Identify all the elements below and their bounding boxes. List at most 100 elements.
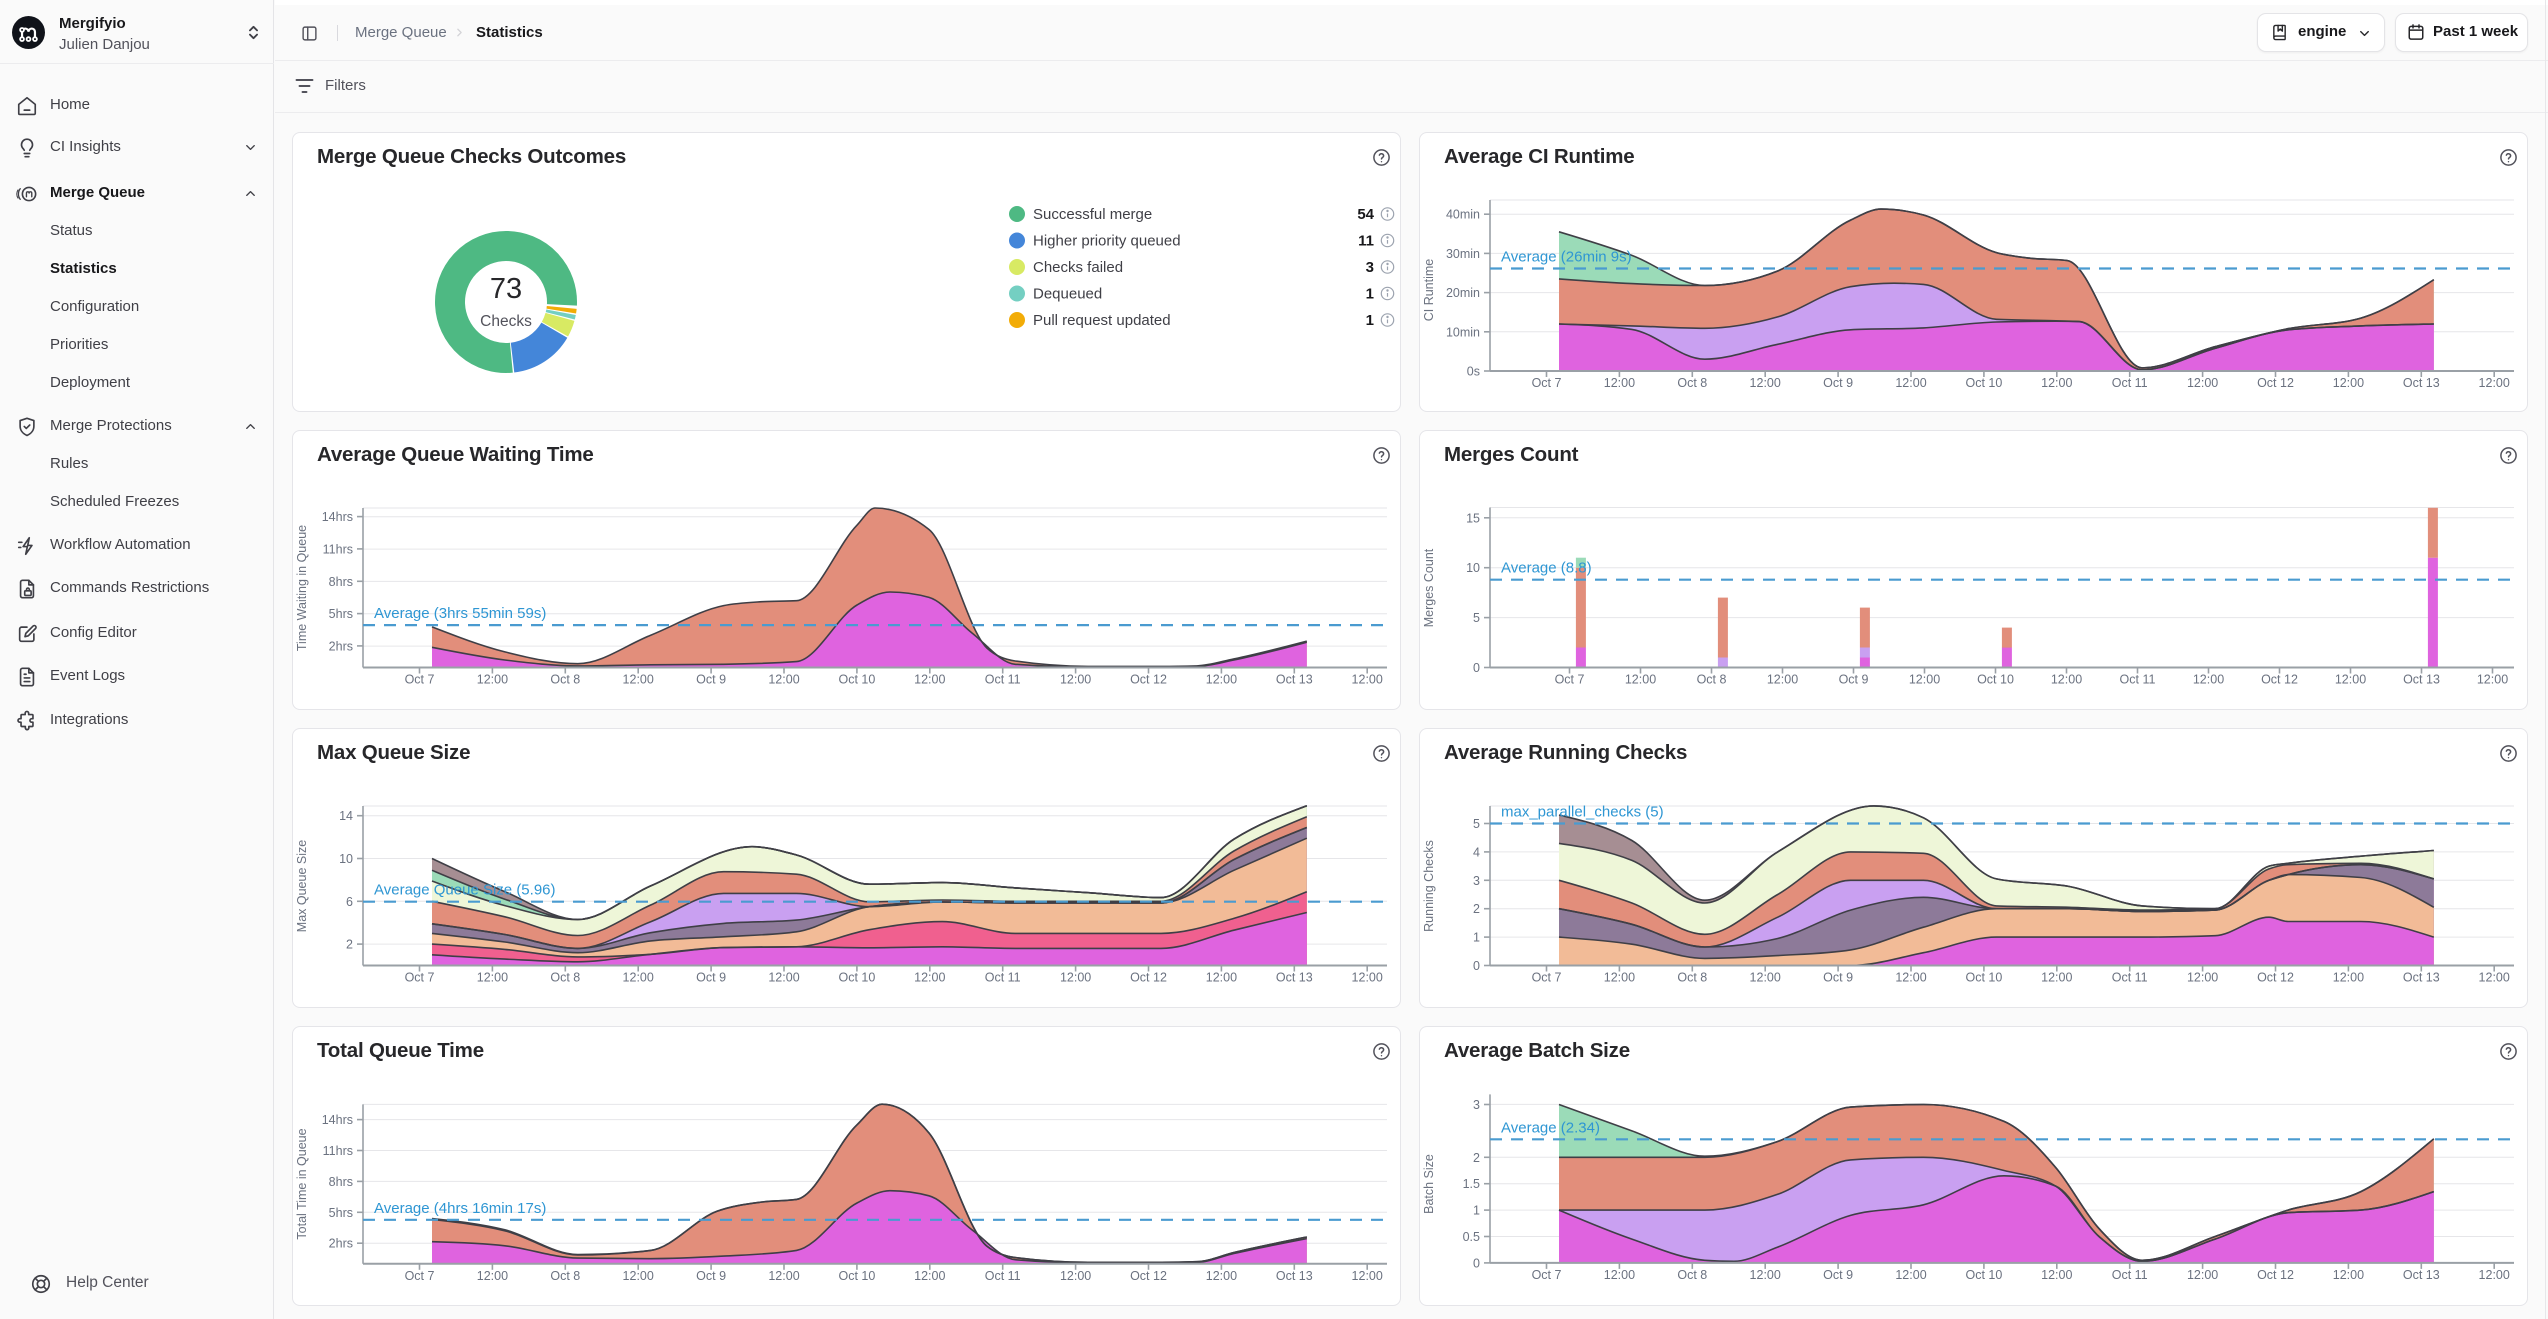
svg-text:Oct 11: Oct 11 xyxy=(2112,376,2148,390)
svg-text:30min: 30min xyxy=(1446,247,1480,261)
svg-text:11hrs: 11hrs xyxy=(323,1144,353,1158)
svg-text:Oct 10: Oct 10 xyxy=(1965,376,2002,390)
svg-text:12:00: 12:00 xyxy=(2333,971,2364,985)
svg-text:Oct 13: Oct 13 xyxy=(2403,971,2440,985)
svg-text:Oct 9: Oct 9 xyxy=(696,971,726,985)
svg-text:12:00: 12:00 xyxy=(2479,1268,2510,1282)
svg-text:12:00: 12:00 xyxy=(623,673,654,687)
svg-text:Oct 11: Oct 11 xyxy=(985,1269,1021,1283)
svg-text:6: 6 xyxy=(346,895,353,909)
svg-text:Oct 11: Oct 11 xyxy=(985,673,1021,687)
svg-text:Time Waiting in Queue: Time Waiting in Queue xyxy=(295,525,309,651)
svg-text:12:00: 12:00 xyxy=(1604,1268,1635,1282)
svg-text:1: 1 xyxy=(1473,1204,1480,1218)
svg-text:Oct 8: Oct 8 xyxy=(1697,673,1727,687)
svg-text:14: 14 xyxy=(339,809,353,823)
svg-text:12:00: 12:00 xyxy=(477,1269,508,1283)
svg-text:12:00: 12:00 xyxy=(768,1269,799,1283)
svg-text:Checks: Checks xyxy=(480,313,532,330)
svg-text:12:00: 12:00 xyxy=(1625,673,1656,687)
svg-text:0: 0 xyxy=(1473,959,1480,973)
svg-text:Oct 8: Oct 8 xyxy=(1677,376,1707,390)
svg-text:12:00: 12:00 xyxy=(2479,971,2510,985)
svg-text:12:00: 12:00 xyxy=(477,971,508,985)
svg-text:1: 1 xyxy=(1473,931,1480,945)
svg-text:12:00: 12:00 xyxy=(1352,673,1383,687)
svg-text:Average (3hrs 55min 59s): Average (3hrs 55min 59s) xyxy=(374,605,546,622)
svg-text:12:00: 12:00 xyxy=(623,971,654,985)
svg-text:12:00: 12:00 xyxy=(1895,376,1926,390)
svg-text:0.5: 0.5 xyxy=(1463,1230,1480,1244)
svg-text:Oct 7: Oct 7 xyxy=(405,673,435,687)
svg-text:8hrs: 8hrs xyxy=(329,575,353,589)
svg-text:12:00: 12:00 xyxy=(1060,673,1091,687)
svg-text:12:00: 12:00 xyxy=(768,971,799,985)
svg-text:12:00: 12:00 xyxy=(1750,376,1781,390)
svg-text:5: 5 xyxy=(1473,817,1480,831)
svg-text:Oct 10: Oct 10 xyxy=(1977,673,2014,687)
svg-text:Average Queue Size (5.96): Average Queue Size (5.96) xyxy=(374,882,556,899)
svg-text:10min: 10min xyxy=(1446,325,1480,339)
svg-text:Oct 9: Oct 9 xyxy=(1823,376,1853,390)
svg-text:Oct 7: Oct 7 xyxy=(405,1269,435,1283)
svg-text:Average (8.8): Average (8.8) xyxy=(1501,560,1592,577)
svg-text:12:00: 12:00 xyxy=(914,971,945,985)
svg-text:12:00: 12:00 xyxy=(1750,971,1781,985)
svg-text:Oct 13: Oct 13 xyxy=(1276,1269,1313,1283)
svg-text:Average (4hrs 16min 17s): Average (4hrs 16min 17s) xyxy=(374,1200,546,1217)
svg-text:12:00: 12:00 xyxy=(2187,971,2218,985)
svg-text:11: 11 xyxy=(1358,233,1374,250)
svg-text:Oct 10: Oct 10 xyxy=(1965,1268,2002,1282)
svg-text:Oct 9: Oct 9 xyxy=(1823,971,1853,985)
svg-text:20min: 20min xyxy=(1446,286,1480,300)
svg-text:Oct 8: Oct 8 xyxy=(1677,1268,1707,1282)
svg-text:Oct 12: Oct 12 xyxy=(2261,673,2298,687)
svg-text:Successful merge: Successful merge xyxy=(1033,206,1152,223)
svg-text:Oct 9: Oct 9 xyxy=(1823,1268,1853,1282)
svg-text:Oct 8: Oct 8 xyxy=(550,1269,580,1283)
svg-text:12:00: 12:00 xyxy=(2041,376,2072,390)
svg-text:Oct 7: Oct 7 xyxy=(405,971,435,985)
svg-text:Merges Count: Merges Count xyxy=(1422,548,1436,627)
svg-text:Oct 13: Oct 13 xyxy=(1276,971,1313,985)
svg-text:12:00: 12:00 xyxy=(1206,1269,1237,1283)
svg-text:0: 0 xyxy=(1473,1256,1480,1270)
svg-text:12:00: 12:00 xyxy=(1604,971,1635,985)
svg-text:12:00: 12:00 xyxy=(1767,673,1798,687)
svg-text:Dequeued: Dequeued xyxy=(1033,286,1102,303)
svg-text:5hrs: 5hrs xyxy=(329,1206,353,1220)
svg-text:12:00: 12:00 xyxy=(1895,971,1926,985)
svg-text:12:00: 12:00 xyxy=(623,1269,654,1283)
svg-text:Average (2.34): Average (2.34) xyxy=(1501,1119,1600,1136)
svg-text:12:00: 12:00 xyxy=(2335,673,2366,687)
svg-text:12:00: 12:00 xyxy=(914,673,945,687)
svg-text:Oct 9: Oct 9 xyxy=(1839,673,1869,687)
svg-text:0s: 0s xyxy=(1467,365,1480,379)
svg-text:Pull request updated: Pull request updated xyxy=(1033,312,1171,329)
svg-text:Oct 12: Oct 12 xyxy=(1130,971,1167,985)
svg-text:3: 3 xyxy=(1473,874,1480,888)
svg-text:Oct 9: Oct 9 xyxy=(696,1269,726,1283)
svg-text:12:00: 12:00 xyxy=(2187,376,2218,390)
svg-text:54: 54 xyxy=(1357,206,1374,223)
svg-text:2: 2 xyxy=(346,938,353,952)
svg-text:3: 3 xyxy=(1366,259,1374,276)
svg-text:Oct 10: Oct 10 xyxy=(1965,971,2002,985)
svg-text:Oct 10: Oct 10 xyxy=(838,1269,875,1283)
svg-text:3: 3 xyxy=(1473,1098,1480,1112)
svg-text:Checks failed: Checks failed xyxy=(1033,259,1123,276)
svg-text:Oct 12: Oct 12 xyxy=(1130,673,1167,687)
svg-text:15: 15 xyxy=(1466,511,1480,525)
svg-text:Oct 12: Oct 12 xyxy=(2257,376,2294,390)
svg-text:Oct 12: Oct 12 xyxy=(2257,1268,2294,1282)
svg-text:CI Runtime: CI Runtime xyxy=(1422,259,1436,322)
svg-text:Oct 8: Oct 8 xyxy=(550,971,580,985)
svg-text:Oct 7: Oct 7 xyxy=(1555,673,1585,687)
svg-text:14hrs: 14hrs xyxy=(322,1113,353,1127)
svg-text:12:00: 12:00 xyxy=(1352,1269,1383,1283)
svg-text:Oct 11: Oct 11 xyxy=(2112,971,2148,985)
svg-text:Oct 11: Oct 11 xyxy=(985,971,1021,985)
svg-text:1: 1 xyxy=(1366,286,1374,303)
svg-text:2: 2 xyxy=(1473,1151,1480,1165)
svg-text:2: 2 xyxy=(1473,902,1480,916)
